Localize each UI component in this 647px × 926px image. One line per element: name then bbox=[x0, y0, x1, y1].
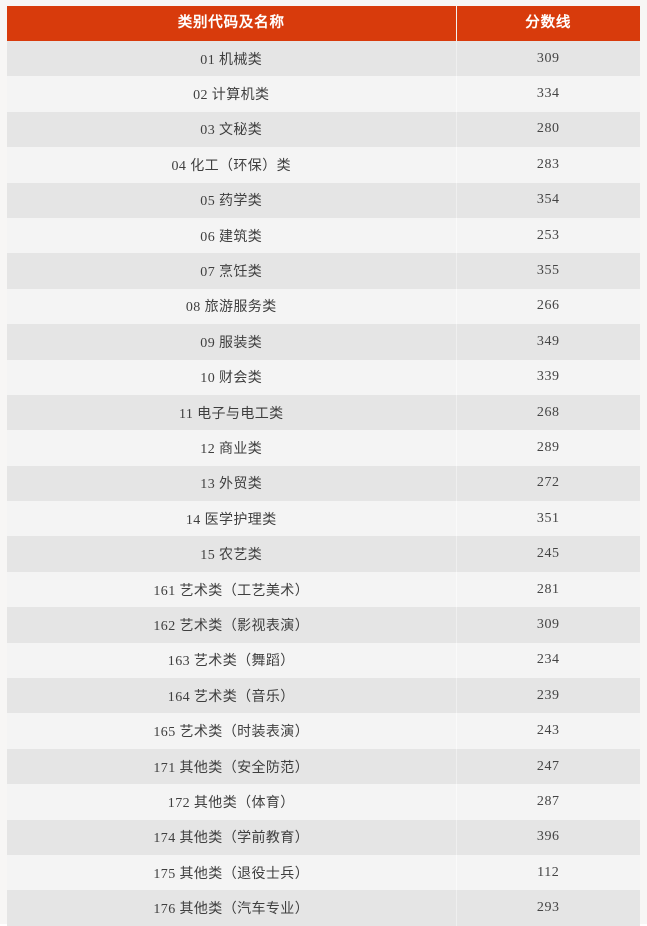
cell-score-line: 289 bbox=[456, 430, 640, 466]
table-row: 15 农艺类 245 bbox=[7, 536, 640, 572]
column-header-score-line: 分数线 bbox=[456, 6, 640, 41]
cell-category-name: 171 其他类（安全防范） bbox=[7, 748, 457, 785]
table-row: 07 烹饪类 355 bbox=[7, 253, 640, 289]
cell-category-name: 02 计算机类 bbox=[7, 76, 457, 112]
cell-category-name: 04 化工（环保）类 bbox=[7, 147, 457, 183]
cell-category-name: 165 艺术类（时装表演） bbox=[7, 713, 457, 749]
cell-score-line: 247 bbox=[456, 748, 640, 785]
cell-score-line: 334 bbox=[456, 76, 640, 112]
cell-category-name: 01 机械类 bbox=[7, 41, 457, 77]
cell-category-name: 08 旅游服务类 bbox=[7, 288, 457, 325]
table-row: 04 化工（环保）类 283 bbox=[7, 147, 640, 183]
table-row: 06 建筑类 253 bbox=[7, 217, 640, 254]
table-row: 162 艺术类（影视表演） 309 bbox=[7, 607, 640, 643]
table-row: 08 旅游服务类 266 bbox=[7, 288, 640, 325]
cell-score-line: 234 bbox=[456, 642, 640, 679]
table-row: 11 电子与电工类 268 bbox=[7, 394, 640, 431]
table-row: 10 财会类 339 bbox=[7, 359, 640, 395]
table-row: 01 机械类 309 bbox=[7, 41, 640, 77]
cell-score-line: 354 bbox=[456, 182, 640, 218]
cell-category-name: 10 财会类 bbox=[7, 359, 457, 395]
cell-category-name: 09 服装类 bbox=[7, 324, 457, 360]
cell-category-name: 05 药学类 bbox=[7, 182, 457, 218]
cell-score-line: 253 bbox=[456, 217, 640, 254]
column-header-category-code-and-name: 类别代码及名称 bbox=[7, 6, 457, 41]
cell-score-line: 287 bbox=[456, 784, 640, 820]
table-row: 09 服装类 349 bbox=[7, 324, 640, 360]
cell-score-line: 309 bbox=[456, 607, 640, 643]
cell-score-line: 239 bbox=[456, 678, 640, 714]
cell-score-line: 396 bbox=[456, 819, 640, 855]
cell-category-name: 175 其他类（退役士兵） bbox=[7, 854, 457, 891]
table-row: 12 商业类 289 bbox=[7, 430, 640, 466]
table-header: 类别代码及名称 分数线 bbox=[7, 6, 640, 41]
table-row: 02 计算机类 334 bbox=[7, 76, 640, 112]
cell-score-line: 309 bbox=[456, 41, 640, 77]
cell-score-line: 355 bbox=[456, 253, 640, 289]
table-body: 01 机械类 309 02 计算机类 334 03 文秘类 280 04 化工（环保）类 28… bbox=[7, 41, 640, 926]
score-line-table: 类别代码及名称 分数线 01 机械类 309 02 计算机类 334 03 文秘类 280… bbox=[7, 6, 640, 926]
cell-category-name: 176 其他类（汽车专业） bbox=[7, 890, 457, 926]
cell-category-name: 163 艺术类（舞蹈） bbox=[7, 642, 457, 679]
table-row: 05 药学类 354 bbox=[7, 182, 640, 218]
cell-score-line: 280 bbox=[456, 111, 640, 148]
cell-score-line: 243 bbox=[456, 713, 640, 749]
cell-category-name: 164 艺术类（音乐） bbox=[7, 678, 457, 714]
cell-score-line: 266 bbox=[456, 288, 640, 325]
cell-score-line: 349 bbox=[456, 324, 640, 360]
table-row: 172 其他类（体育） 287 bbox=[7, 784, 640, 820]
cell-category-name: 13 外贸类 bbox=[7, 465, 457, 502]
cell-score-line: 351 bbox=[456, 501, 640, 537]
cell-category-name: 12 商业类 bbox=[7, 430, 457, 466]
table-row: 161 艺术类（工艺美术） 281 bbox=[7, 571, 640, 608]
cell-score-line: 293 bbox=[456, 890, 640, 926]
table-row: 13 外贸类 272 bbox=[7, 465, 640, 502]
table-row: 165 艺术类（时装表演） 243 bbox=[7, 713, 640, 749]
cell-category-name: 15 农艺类 bbox=[7, 536, 457, 572]
cell-score-line: 339 bbox=[456, 359, 640, 395]
cell-category-name: 14 医学护理类 bbox=[7, 501, 457, 537]
cell-category-name: 03 文秘类 bbox=[7, 111, 457, 148]
table-row: 14 医学护理类 351 bbox=[7, 501, 640, 537]
cell-category-name: 162 艺术类（影视表演） bbox=[7, 607, 457, 643]
cell-category-name: 161 艺术类（工艺美术） bbox=[7, 571, 457, 608]
table-row: 171 其他类（安全防范） 247 bbox=[7, 748, 640, 785]
table-row: 174 其他类（学前教育） 396 bbox=[7, 819, 640, 855]
table-row: 175 其他类（退役士兵） 112 bbox=[7, 854, 640, 891]
cell-category-name: 172 其他类（体育） bbox=[7, 784, 457, 820]
table-row: 03 文秘类 280 bbox=[7, 111, 640, 148]
cell-score-line: 268 bbox=[456, 394, 640, 431]
table-row: 164 艺术类（音乐） 239 bbox=[7, 678, 640, 714]
table-row: 176 其他类（汽车专业） 293 bbox=[7, 890, 640, 926]
cell-score-line: 272 bbox=[456, 465, 640, 502]
cell-score-line: 245 bbox=[456, 536, 640, 572]
table-header-row: 类别代码及名称 分数线 bbox=[7, 6, 640, 41]
cell-category-name: 174 其他类（学前教育） bbox=[7, 819, 457, 855]
cell-score-line: 283 bbox=[456, 147, 640, 183]
cell-score-line: 112 bbox=[456, 854, 640, 891]
cell-category-name: 11 电子与电工类 bbox=[7, 394, 457, 431]
table-row: 163 艺术类（舞蹈） 234 bbox=[7, 642, 640, 679]
cell-category-name: 07 烹饪类 bbox=[7, 253, 457, 289]
cell-score-line: 281 bbox=[456, 571, 640, 608]
cell-category-name: 06 建筑类 bbox=[7, 217, 457, 254]
